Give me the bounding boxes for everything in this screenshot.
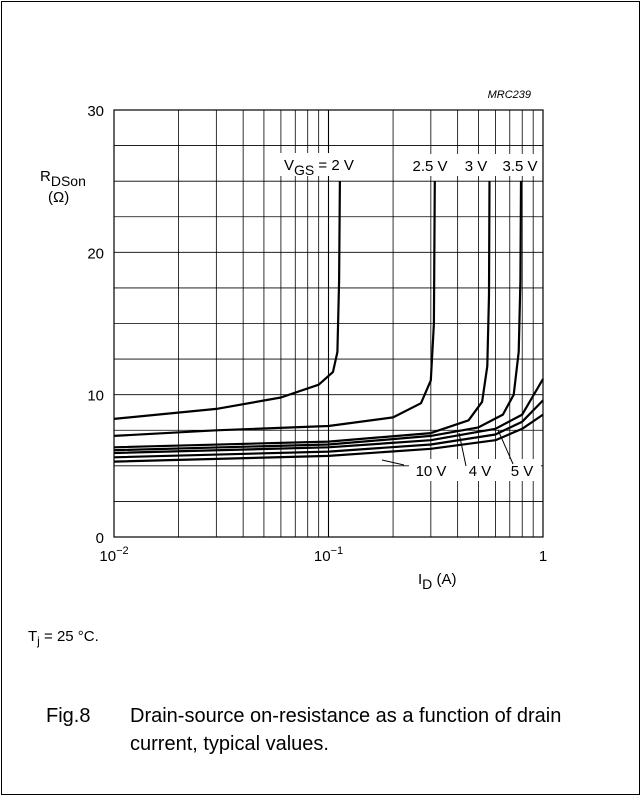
annotation-4v: 4 V [469, 463, 492, 480]
annotation-vgs-2v: VGS = 2 V [284, 157, 354, 178]
y-tick-label: 30 [87, 103, 104, 120]
tick-labels: 0 10 20 30 10−2 10−1 1 [87, 103, 547, 565]
x-tick-label: 10−1 [314, 545, 343, 565]
figure-code: MRC239 [488, 89, 531, 101]
series-curve [113, 413, 544, 463]
y-tick-label: 10 [87, 388, 104, 405]
y-axis-label: RDSon [40, 168, 86, 189]
leader-5v [497, 429, 514, 465]
series-curve [113, 181, 491, 449]
condition-note: Tj = 25 °C. [28, 628, 99, 648]
y-axis-unit: (Ω) [48, 189, 69, 206]
series-curve [113, 378, 544, 455]
x-tick-label: 1 [539, 548, 547, 565]
y-tick-label: 20 [87, 245, 104, 262]
curves [113, 181, 544, 463]
series-curve [113, 181, 523, 452]
figure-number: Fig.8 [46, 705, 91, 727]
leader-4v [458, 432, 467, 467]
y-tick-label: 0 [96, 530, 104, 547]
x-tick-label: 10−2 [99, 545, 128, 565]
series-curve [113, 399, 544, 459]
series-curve [113, 181, 341, 420]
x-axis-label: ID (A) [418, 571, 456, 592]
annotation-5v: 5 V [511, 463, 534, 480]
annotation-3.5v: 3.5 V [502, 158, 537, 175]
annotation-10v: 10 V [416, 463, 447, 480]
leader-10v [381, 459, 405, 466]
annotation-3v: 3 V [465, 158, 488, 175]
series-curve [113, 181, 436, 437]
annotation-2.5v: 2.5 V [412, 158, 447, 175]
plot-border [113, 109, 544, 538]
figure-caption-text: Drain-source on-resistance as a function… [130, 705, 562, 755]
